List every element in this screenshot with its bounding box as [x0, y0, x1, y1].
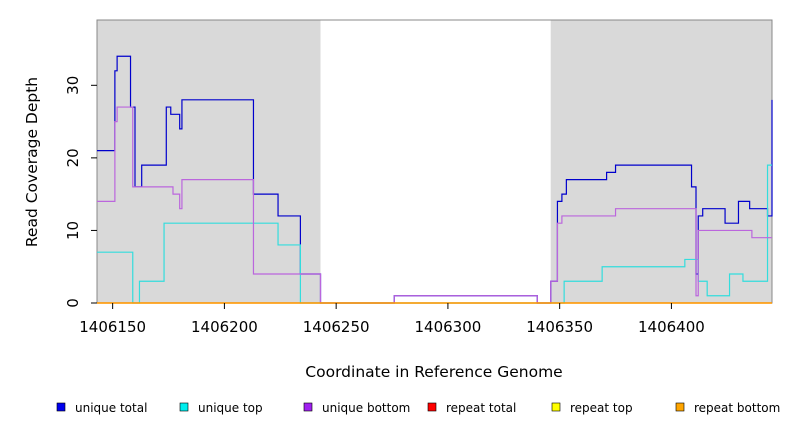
legend-item-repeat-total: repeat total: [427, 401, 516, 415]
legend-swatch: [675, 402, 685, 412]
y-tick-label: 20: [64, 148, 82, 167]
series-line-unique-top: [97, 164, 772, 304]
legend-swatch: [551, 402, 561, 412]
x-tick-label: 1406400: [638, 318, 705, 336]
legend-label: unique total: [75, 401, 147, 415]
series-lines: [97, 55, 773, 304]
series-line-unique-bottom: [97, 106, 772, 304]
legend-label: repeat bottom: [694, 401, 780, 415]
legend-swatch: [56, 402, 66, 412]
legend-item-unique-total: unique total: [56, 401, 147, 415]
legend-label: repeat top: [570, 401, 633, 415]
x-tick-label: 1406150: [79, 318, 146, 336]
y-tick-label: 0: [64, 298, 82, 308]
legend: unique total unique top unique bottom repea…: [56, 401, 780, 415]
legend-swatch: [303, 402, 313, 412]
shaded-regions: [97, 20, 772, 303]
x-tick-label: 1406350: [526, 318, 593, 336]
axes: 1406150 1406200 1406250 1406300 1406350 14064…: [64, 76, 705, 336]
y-tick-label: 10: [64, 221, 82, 240]
legend-swatch: [179, 402, 189, 412]
legend-item-repeat-top: repeat top: [551, 401, 633, 415]
x-tick-label: 1406300: [415, 318, 482, 336]
x-axis-title: Coordinate in Reference Genome: [305, 363, 562, 381]
legend-label: unique bottom: [322, 401, 410, 415]
legend-swatch: [427, 402, 437, 412]
legend-item-unique-top: unique top: [179, 401, 263, 415]
legend-label: repeat total: [446, 401, 516, 415]
y-tick-label: 30: [64, 76, 82, 95]
legend-item-repeat-bottom: repeat bottom: [675, 401, 780, 415]
x-tick-label: 1406250: [303, 318, 370, 336]
legend-label: unique top: [198, 401, 263, 415]
legend-item-unique-bottom: unique bottom: [303, 401, 410, 415]
y-axis-title: Read Coverage Depth: [23, 77, 41, 247]
shaded-region-1: [97, 20, 321, 303]
x-tick-label: 1406200: [191, 318, 258, 336]
shaded-region-2: [550, 20, 772, 303]
